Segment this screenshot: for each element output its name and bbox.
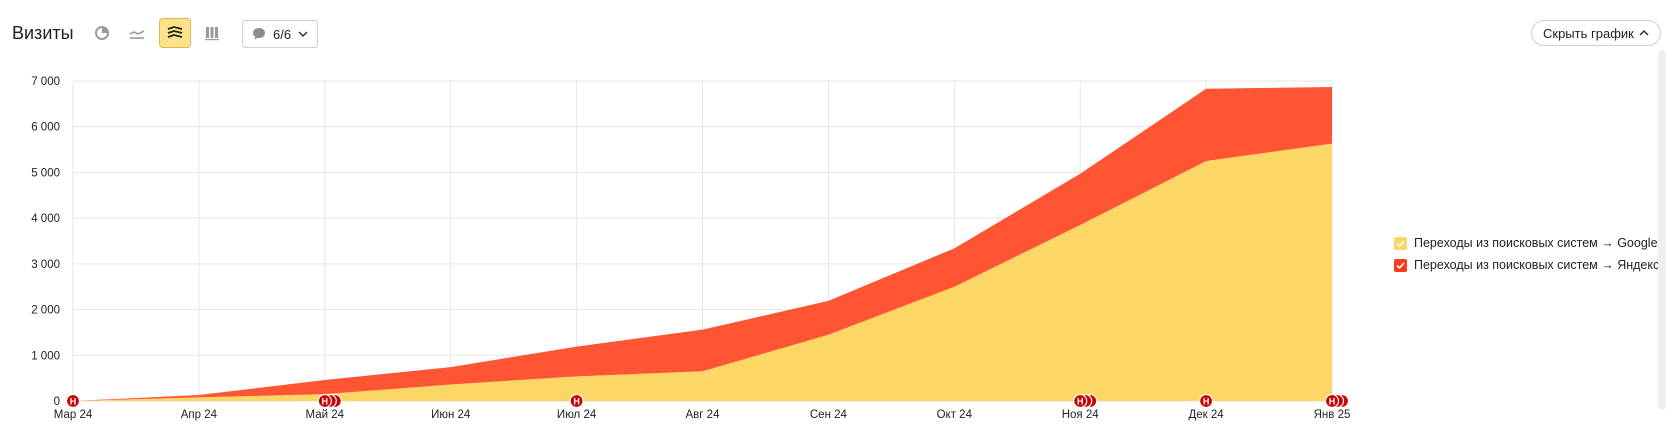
annotation-label: Н (1329, 397, 1336, 407)
annotation-marker[interactable]: Н (1324, 393, 1350, 409)
checkbox-checked-icon[interactable] (1394, 236, 1407, 250)
x-tick-label: Сен 24 (810, 409, 848, 421)
x-tick-label: Июл 24 (557, 409, 597, 421)
y-tick-label: 6 000 (31, 122, 60, 134)
area-chart-button[interactable] (159, 18, 191, 48)
vertical-scrollbar[interactable] (1658, 50, 1666, 410)
annotation-marker[interactable]: Н (317, 393, 342, 409)
chart-legend: Переходы из поисковых систем → Google Пе… (1394, 232, 1659, 276)
hide-chart-label: Скрыть график (1543, 25, 1634, 41)
area-series-google[interactable] (73, 143, 1332, 401)
legend-item-google[interactable]: Переходы из поисковых систем → Google (1394, 232, 1659, 254)
x-tick-label: Ноя 24 (1062, 409, 1100, 421)
annotation-circle (569, 393, 584, 409)
annotation-marker[interactable]: Н (1073, 393, 1098, 409)
line-chart-button[interactable] (121, 18, 153, 48)
annotation-label: Н (322, 397, 329, 407)
pie-chart-icon (95, 26, 109, 40)
legend-item-yandex[interactable]: Переходы из поисковых систем → Яндекс (1394, 254, 1659, 276)
annotation-circle (1198, 393, 1214, 409)
x-tick-label: Авг 24 (686, 409, 721, 421)
chevron-down-icon (298, 31, 308, 38)
legend-label-google: Переходы из поисковых систем → Google (1414, 236, 1658, 250)
checkbox-checked-icon[interactable] (1394, 258, 1407, 272)
y-tick-label: 7 000 (31, 76, 60, 88)
annotation-circle (65, 393, 81, 409)
x-tick-label: Мар 24 (54, 409, 93, 421)
annotation-circle (1073, 393, 1088, 409)
annotation-label: Н (1203, 397, 1210, 407)
x-tick-label: Май 24 (306, 409, 345, 421)
chart-title: Визиты (12, 23, 74, 43)
chevron-up-icon (1639, 29, 1649, 36)
hide-chart-button[interactable]: Скрыть график (1531, 20, 1661, 46)
chart-axes: 0 1 000 2 000 3 000 4 000 5 000 6 000 7 000 Мар … (31, 76, 1350, 421)
comment-bubble-icon (253, 28, 265, 40)
x-tick-label: Янв 25 (1314, 409, 1351, 421)
x-tick-label: Дек 24 (1188, 409, 1224, 421)
comments-dropdown[interactable]: 6/6 (242, 20, 319, 48)
annotation-marker[interactable]: Н (65, 393, 81, 409)
legend-label-yandex: Переходы из поисковых систем → Яндекс (1414, 258, 1660, 272)
annotation-marker[interactable]: Н (569, 393, 584, 409)
y-tick-label: 3 000 (31, 259, 60, 271)
annotation-marker[interactable]: Н (1198, 393, 1214, 409)
comments-count: 6/6 (273, 26, 292, 42)
area-series-yandex[interactable] (73, 86, 1332, 401)
x-tick-label: Окт 24 (937, 409, 973, 421)
x-tick-label: Апр 24 (181, 409, 218, 421)
annotation-label: Н (70, 397, 77, 407)
y-tick-label: 1 000 (31, 350, 60, 362)
y-tick-label: 4 000 (31, 213, 60, 225)
table-chart-icon (205, 27, 219, 41)
x-tick-label: Июн 24 (431, 409, 471, 421)
area-chart-icon (167, 26, 183, 38)
stacked-area-chart: 0 1 000 2 000 3 000 4 000 5 000 6 000 7 000 Мар … (31, 76, 1350, 421)
chart-areas (73, 86, 1332, 401)
annotation-circle (317, 393, 332, 409)
annotation-circle (1324, 393, 1340, 409)
y-tick-label: 5 000 (31, 167, 60, 179)
line-chart-icon (129, 30, 145, 39)
pie-chart-button[interactable] (86, 18, 118, 48)
table-chart-button[interactable] (196, 18, 228, 48)
annotation-label: Н (1077, 397, 1084, 407)
annotation-label: Н (573, 397, 580, 407)
y-tick-label: 2 000 (31, 305, 60, 317)
y-tick-label: 0 (54, 396, 60, 408)
